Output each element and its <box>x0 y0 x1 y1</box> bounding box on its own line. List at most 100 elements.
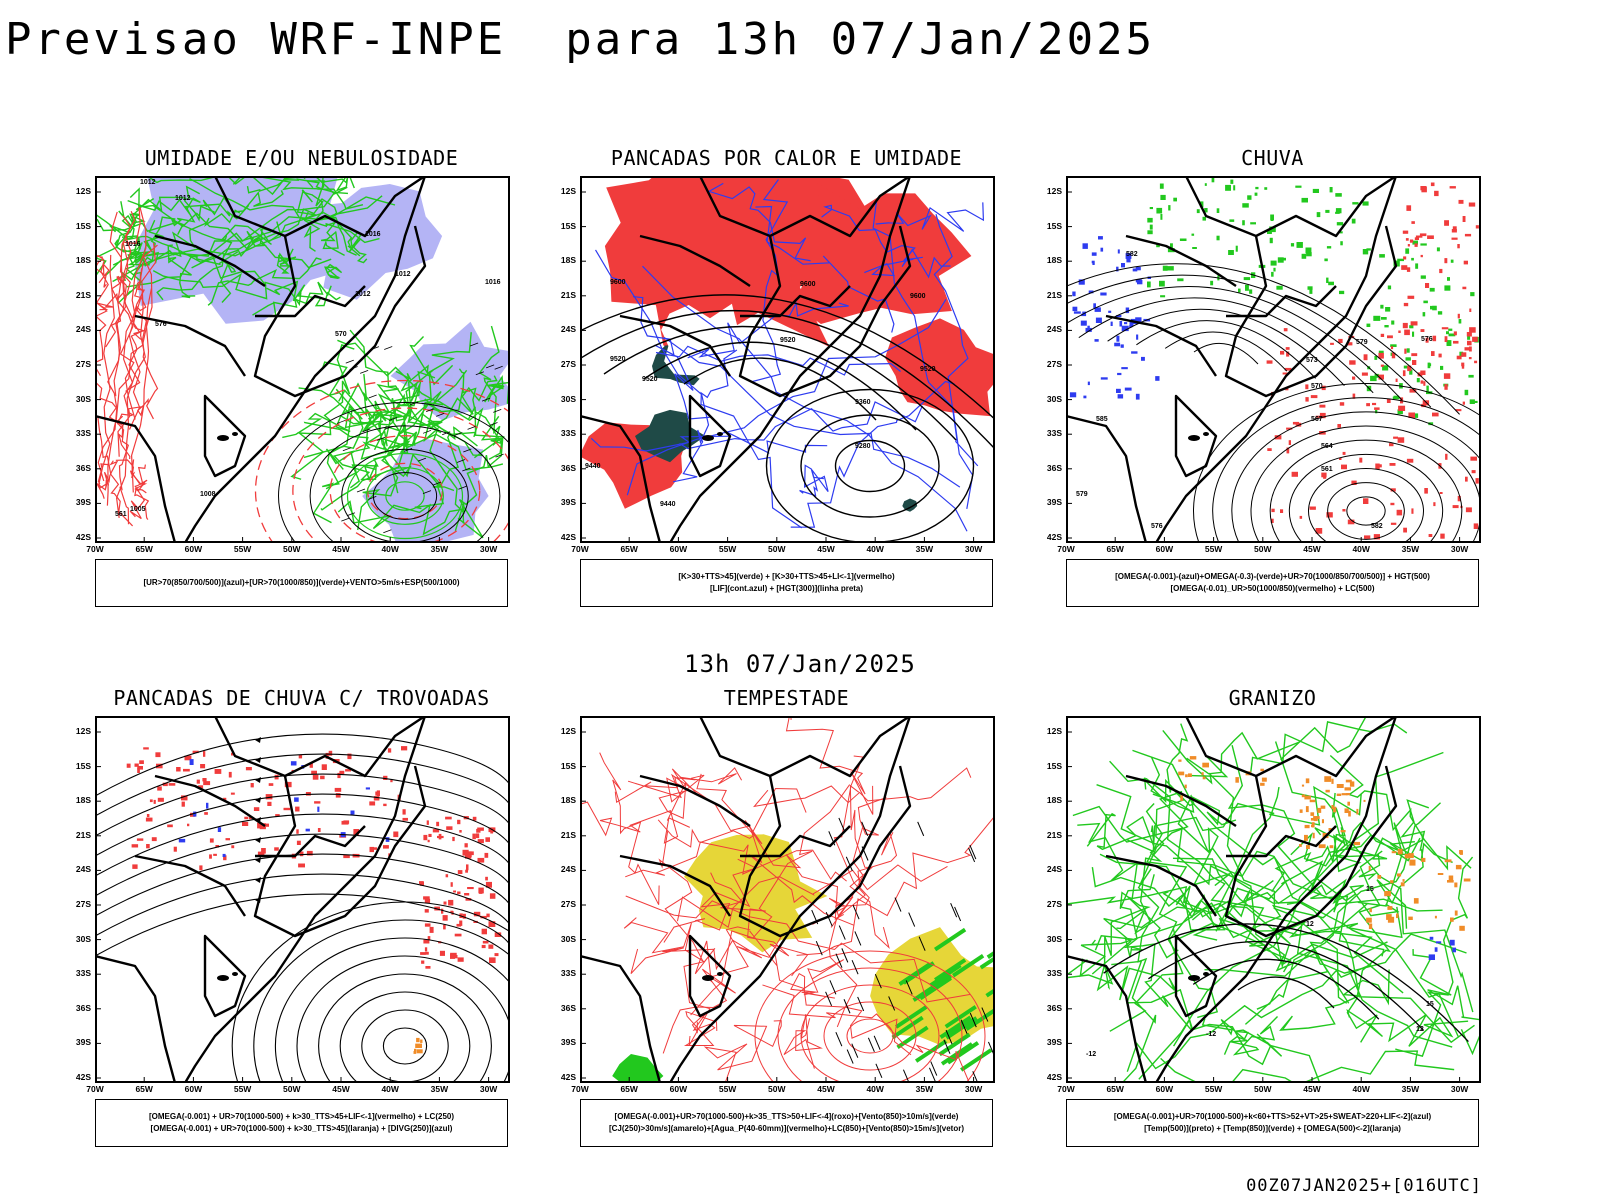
rain-red <box>1419 233 1427 237</box>
thunder-red <box>457 957 464 962</box>
thunder-red <box>472 833 476 840</box>
lon-tick-label: 50W <box>768 1084 786 1094</box>
rain-red <box>1422 400 1430 406</box>
thunder-red <box>181 795 188 801</box>
divergence-blue <box>385 837 390 842</box>
humidity-lower-contour <box>232 176 364 210</box>
wind-vector <box>969 1012 977 1028</box>
lon-tick-label: 45W <box>332 1084 350 1094</box>
contour-label: 564 <box>1321 443 1333 450</box>
thunder-red <box>465 869 468 873</box>
omega500-orange <box>1321 819 1324 824</box>
isobar <box>309 425 501 543</box>
lat-tick-label: 18S <box>75 255 91 266</box>
rain-red <box>1401 265 1408 270</box>
wind-vector <box>495 453 504 458</box>
omega500-orange <box>1317 807 1322 813</box>
rain-omega-green <box>1448 328 1453 331</box>
lat-tick-label: 36S <box>75 1002 91 1013</box>
map-frame <box>580 176 995 543</box>
divergence-blue <box>178 838 186 843</box>
rain-omega-green <box>1225 184 1231 191</box>
thunder-red <box>476 828 481 833</box>
omega500-orange <box>1178 771 1185 776</box>
country-boundary <box>738 225 912 398</box>
thickness-contour <box>130 244 158 493</box>
rain-red <box>1267 448 1272 451</box>
thunder-red <box>424 898 431 904</box>
divergence-blue <box>206 802 209 809</box>
thunder-red <box>432 829 440 833</box>
thunder-red <box>184 755 192 761</box>
rain-red <box>1452 505 1459 509</box>
streamline-250 <box>95 733 510 827</box>
lon-tick-label: 55W <box>233 544 252 554</box>
rain-red <box>1347 342 1353 346</box>
lon-tick-label: 50W <box>283 1084 301 1094</box>
thickness-contour <box>95 367 131 460</box>
wind-vector <box>929 1067 936 1083</box>
wind-vector <box>875 1063 883 1078</box>
lat-tick-label: 12S <box>75 186 91 196</box>
rain-red <box>1472 336 1478 342</box>
thunder-red <box>423 834 428 841</box>
rain-red <box>1285 347 1290 350</box>
rain-omega-green <box>1192 247 1197 249</box>
lon-tick-label: 70W <box>571 1084 589 1094</box>
lon-tick-label: 30W <box>964 544 983 554</box>
lon-tick-label: 60W <box>184 1084 203 1094</box>
rain-red <box>1321 472 1327 478</box>
temp850-contour <box>1162 729 1348 1004</box>
rain-red <box>1424 488 1428 494</box>
thunder-red <box>353 829 359 835</box>
rain-omega-green <box>1384 325 1389 328</box>
rain-red <box>1453 340 1459 344</box>
thunder-red <box>347 753 352 760</box>
hgt300-contour <box>834 439 906 493</box>
rain-omega-green <box>1255 186 1259 190</box>
hail-blue <box>1452 947 1456 953</box>
thunder-red <box>223 855 227 861</box>
rain-omega-blue <box>1124 322 1128 325</box>
country-boundary <box>688 934 732 1018</box>
rain-red <box>1406 458 1414 463</box>
lat-tick-label: 39S <box>560 1037 576 1048</box>
lat-tick-label: 12S <box>1046 186 1062 196</box>
thunder-red <box>153 799 156 804</box>
hgt500-contour <box>1346 496 1386 526</box>
hgt500-streamline <box>1107 308 1345 386</box>
wind-vector <box>943 1039 951 1054</box>
contour-label: 12 <box>1416 1026 1424 1033</box>
lon-tick-label: 30W <box>479 544 498 554</box>
rain-red <box>1305 397 1309 402</box>
rain-omega-blue <box>1082 243 1088 249</box>
omega500-orange <box>1189 756 1197 760</box>
humidity-lower-contour <box>338 389 478 447</box>
rain-red <box>1431 351 1435 356</box>
lat-tick-label: 12S <box>560 726 576 736</box>
humidity-lower-contour <box>381 424 411 455</box>
lon-tick-label: 40W <box>381 544 399 554</box>
lon-tick-label: 35W <box>915 544 934 554</box>
wind-vector <box>384 346 393 350</box>
hgt500-streamline <box>1066 286 1403 401</box>
rain-omega-green <box>1406 348 1410 353</box>
streamline-arrow <box>255 737 261 743</box>
thickness-contour <box>95 254 110 288</box>
country-boundary <box>1125 234 1237 287</box>
clear-area <box>752 364 809 412</box>
lifted-index-contour <box>875 202 985 232</box>
map-frame <box>1066 716 1481 1083</box>
lake <box>717 432 723 436</box>
wind-vector <box>463 448 472 453</box>
thunder-red <box>143 747 149 750</box>
thickness-contour <box>254 379 510 543</box>
thunder-red <box>146 844 150 849</box>
thunder-red <box>275 814 280 817</box>
lake <box>717 972 723 976</box>
map-frame <box>580 716 995 1083</box>
thickness-contour <box>119 215 141 430</box>
lat-tick-label: 36S <box>1046 1002 1062 1013</box>
map-umidade: 1012 1012 1016 1012 1016 1012 1008 1005 1016 576 5… <box>95 176 510 543</box>
rain-omega-green <box>1267 229 1272 234</box>
